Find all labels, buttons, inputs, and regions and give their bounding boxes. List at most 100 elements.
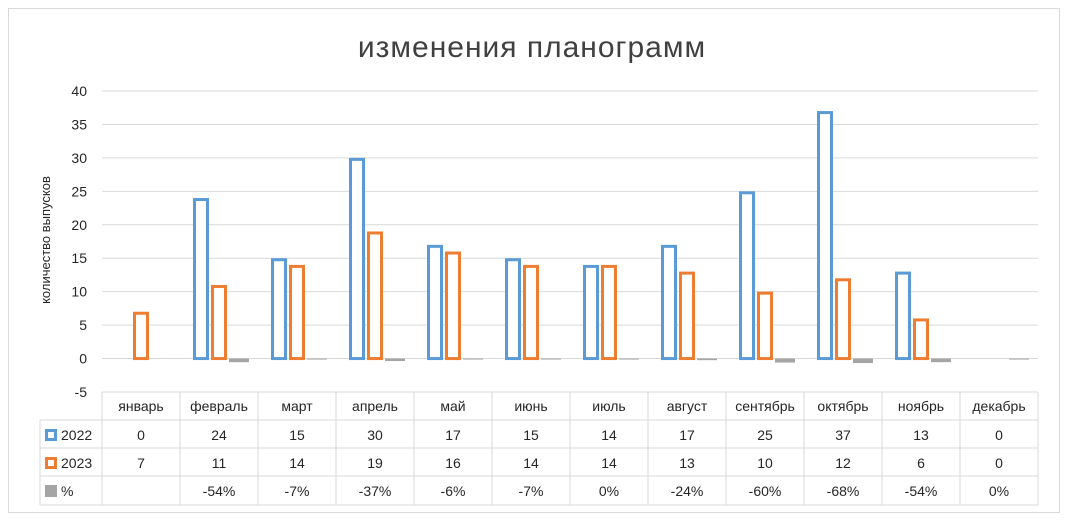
bar-2023-апрель [367,231,383,361]
y-tick-label: 25 [71,183,87,199]
table-cell: 14 [601,455,617,471]
legend-key-2023 [45,457,57,469]
table-cell: 14 [289,455,305,471]
x-tick-label: июнь [514,398,547,414]
x-tick-label: май [440,398,465,414]
table-cell: 6 [917,455,925,471]
bar-2023-сентябрь [757,291,773,361]
bar-2023-март [289,264,305,361]
table-cell: -6% [441,483,466,499]
x-tick-label: декабрь [972,398,1025,414]
legend-key-2022 [45,429,57,441]
table-cell: 0 [137,427,145,443]
bar-pct-ноябрь [931,358,951,363]
x-tick-label: ноябрь [898,398,944,414]
legend-label: % [61,483,73,499]
bar-pct-октябрь [853,358,873,364]
y-axis-title: количество выпусков [38,176,53,304]
bar-2023-май [445,251,461,361]
table-cell: -54% [203,483,236,499]
y-tick-label: 5 [79,317,87,333]
x-tick-label: январь [118,398,163,414]
bar-pct-июль [619,358,639,360]
table-cell: 13 [679,455,695,471]
bar-2022-май [427,244,443,361]
data-table: январь февраль март апрель май июнь июль август… [39,391,1039,506]
y-tick-label: 0 [79,351,87,367]
y-tick-label: 10 [71,284,87,300]
table-cell: 14 [601,427,617,443]
bar-pct-декабрь [1009,358,1029,360]
x-tick-label: август [667,398,708,414]
bar-pct-июнь [541,358,561,360]
bar-2022-октябрь [817,111,833,361]
table-cell: -24% [671,483,704,499]
table-cell: -7% [519,483,544,499]
bar-2023-январь [133,311,149,361]
y-tick-label: 15 [71,250,87,266]
table-cell: 10 [757,455,773,471]
bar-2022-июнь [505,258,521,361]
table-cell: 37 [835,427,851,443]
table-cell: 24 [211,427,227,443]
table-cell: 25 [757,427,773,443]
x-tick-label: сентябрь [735,398,795,414]
bar-2022-март [271,258,287,361]
bar-2023-июль [601,264,617,361]
chart-frame [8,8,1060,513]
y-tick-label: 35 [71,116,87,132]
legend-label: 2023 [61,455,92,471]
bar-2023-ноябрь [913,318,929,361]
y-axis-ticks: -5 0 5 10 15 20 25 30 35 40 [71,83,87,400]
bars [133,111,1029,364]
y-tick-label: 40 [71,83,87,99]
table-cell: -68% [827,483,860,499]
table-cell: 15 [523,427,539,443]
table-cell: 11 [212,455,227,471]
x-tick-label: февраль [190,398,248,414]
chart-title: изменения планограмм [358,31,706,64]
table-cell: 30 [367,427,383,443]
table-cell: 14 [523,455,539,471]
x-tick-label: октябрь [817,398,868,414]
bar-pct-апрель [385,358,405,362]
bar-2022-август [661,244,677,361]
table-cell: -60% [749,483,782,499]
table-cell: -7% [285,483,310,499]
bar-pct-февраль [229,358,249,363]
table-cell: -54% [905,483,938,499]
table-cell: 0% [599,483,619,499]
x-tick-label: апрель [352,398,398,414]
bar-2022-ноябрь [895,271,911,361]
table-cell: 7 [137,455,145,471]
legend-label: 2022 [61,427,92,443]
bar-pct-май [463,358,483,360]
table-cell: 0 [995,455,1003,471]
bar-2023-август [679,271,695,361]
table-cell: 0% [989,483,1009,499]
table-cell: 0 [995,427,1003,443]
table-cell: 12 [835,455,851,471]
legend-key-% [45,485,57,497]
table-cell: -37% [359,483,392,499]
y-tick-label: 30 [71,150,87,166]
table-cell: 17 [445,427,461,443]
bar-2023-июнь [523,264,539,361]
bar-2023-октябрь [835,278,851,361]
bar-pct-сентябрь [775,358,795,363]
bar-2022-апрель [349,157,365,361]
table-cell: 13 [913,427,929,443]
table-cell: 16 [445,455,461,471]
table-cell: 19 [367,455,383,471]
bar-pct-март [307,358,327,360]
bar-2023-февраль [211,284,227,361]
x-tick-label: июль [592,398,625,414]
table-cell: 15 [289,427,305,443]
bar-pct-август [697,358,717,361]
bar-2022-сентябрь [739,191,755,361]
bar-2022-июль [583,264,599,361]
x-tick-label: март [281,398,313,414]
y-tick-label: -5 [75,384,88,400]
y-tick-label: 20 [71,217,87,233]
